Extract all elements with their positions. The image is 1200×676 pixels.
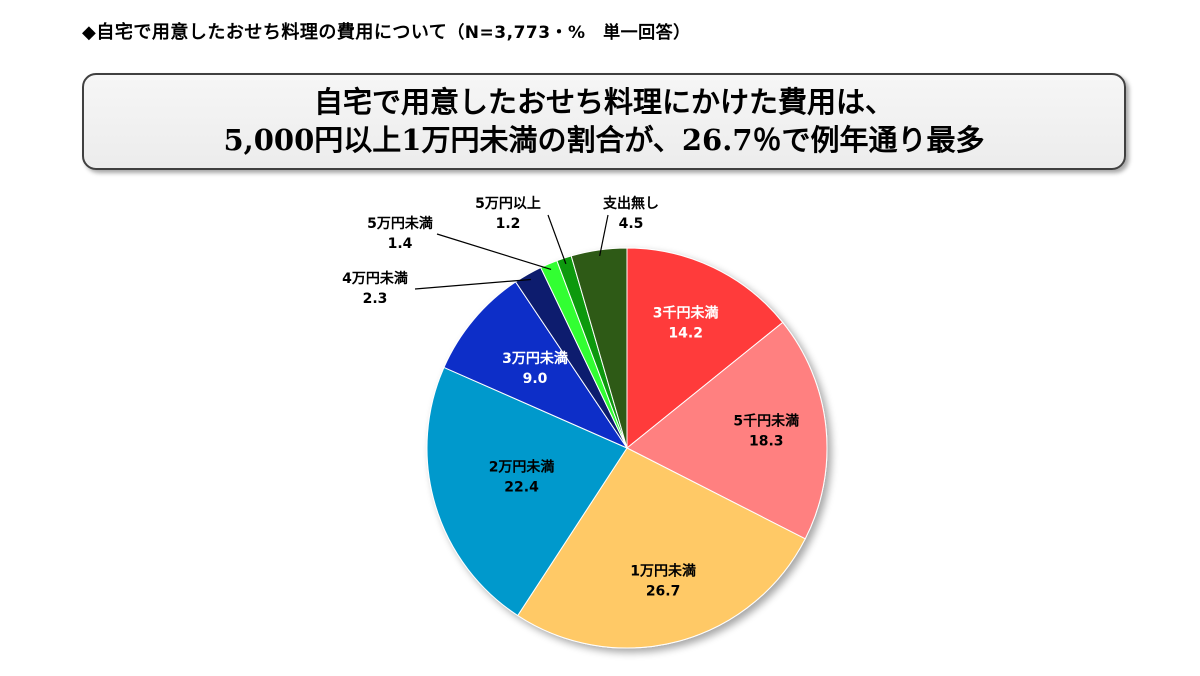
leader-line-8 xyxy=(547,214,567,265)
slice-value-1: 14.2 xyxy=(668,325,703,341)
pie-slice-2 xyxy=(626,321,828,540)
slice-label-3: 1万円未満 xyxy=(630,562,696,579)
headline-line-2: 5,000円以上1万円未満の割合が、26.7％で例年通り最多 xyxy=(223,123,985,157)
slice-value-6: 2.3 xyxy=(363,291,388,307)
slice-value-4: 22.4 xyxy=(504,479,539,495)
slice-label-8: 5万円以上 xyxy=(475,196,541,212)
slice-value-7: 1.4 xyxy=(388,236,413,252)
slice-value-8: 1.2 xyxy=(496,216,521,232)
slice-value-9: 4.5 xyxy=(619,216,644,232)
slice-label-7: 5万円未満 xyxy=(367,215,433,232)
slice-label-2: 5千円未満 xyxy=(733,413,799,430)
header-title: 自宅で用意したおせち料理の費用について xyxy=(96,22,448,43)
leader-line-7 xyxy=(436,233,552,271)
diamond-bullet-icon: ◆ xyxy=(82,22,97,43)
chart-header: ◆自宅で用意したおせち料理の費用について（N=3,773・% 単一回答） xyxy=(82,18,691,44)
pie-slice-9 xyxy=(570,247,628,449)
slice-labels: 3千円未満 14.2 5千円未満 18.3 1万円未満 26.7 2万円未満 22.4 3万円未… xyxy=(342,195,799,599)
slice-label-1: 3千円未満 xyxy=(653,304,719,321)
slice-label-6: 4万円未満 xyxy=(342,270,408,287)
pie-slice-1 xyxy=(626,247,784,450)
slice-value-5: 9.0 xyxy=(523,371,548,387)
slice-label-5: 3万円未満 xyxy=(502,350,568,367)
slice-value-2: 18.3 xyxy=(749,434,784,450)
pie-slice-3 xyxy=(517,447,806,649)
slice-label-9: 支出無し xyxy=(602,195,659,212)
slice-value-3: 26.7 xyxy=(646,583,681,599)
slice-label-4: 2万円未満 xyxy=(489,458,555,475)
header-note: （N=3,773・% 単一回答） xyxy=(447,23,691,43)
leader-line-6 xyxy=(414,278,531,290)
pie-slice-5 xyxy=(443,281,629,450)
pie-slice-4 xyxy=(426,366,628,617)
pie-slices xyxy=(426,247,828,649)
leader-lines xyxy=(414,214,609,290)
leader-line-9 xyxy=(599,214,609,257)
headline-box: 自宅で用意したおせち料理にかけた費用は、 5,000円以上1万円未満の割合が、2… xyxy=(82,73,1126,170)
headline-line-1: 自宅で用意したおせち料理にかけた費用は、 xyxy=(313,85,894,119)
